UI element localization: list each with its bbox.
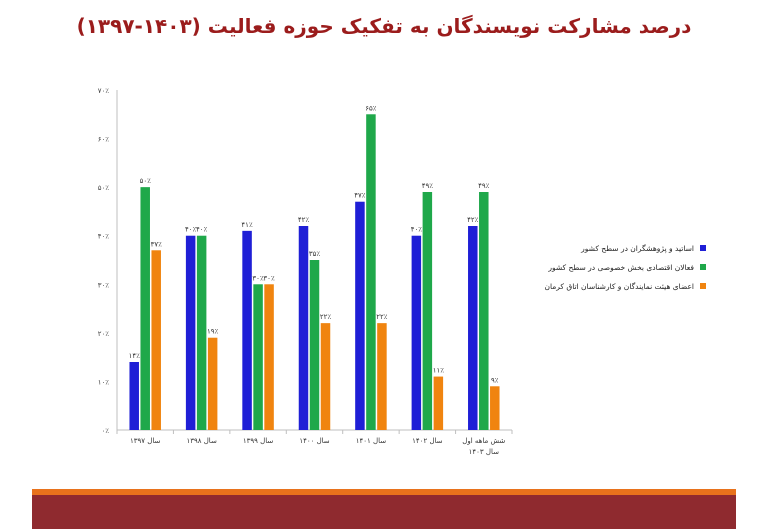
data-label: ۲۲٪ <box>320 313 332 321</box>
bar <box>151 250 161 430</box>
legend-label-chamber-members: اعضای هیئت نمایندگان و کارشناسان اتاق کر… <box>544 282 694 291</box>
x-tick-label: سال ۱۴۰۲ <box>412 437 442 445</box>
bar <box>309 260 320 430</box>
y-tick-label: ۵۰٪ <box>98 184 110 192</box>
bar <box>366 114 376 431</box>
x-tick-label: سال ۱۴۰۳ <box>469 448 499 456</box>
footer-bar <box>32 495 736 529</box>
data-label: ۴۹٪ <box>478 182 490 190</box>
data-label: ۵۰٪ <box>140 177 152 185</box>
bar <box>490 386 500 430</box>
legend-swatch-chamber-members <box>700 283 706 289</box>
footer-accent-bar <box>32 489 736 495</box>
data-label: ۳۵٪ <box>309 250 321 258</box>
bar <box>298 226 309 430</box>
x-tick-label: سال ۱۳۹۹ <box>243 437 273 445</box>
y-tick-label: ۴۰٪ <box>98 233 110 241</box>
data-label: ۳۰٪ <box>263 274 275 282</box>
data-label: ۲۲٪ <box>376 313 388 321</box>
data-label: ۴۷٪ <box>354 192 366 200</box>
legend-item-private-sector: فعالان اقتصادی بخش خصوصی در سطح کشور <box>516 263 706 282</box>
legend-label-researchers: اساتید و پژوهشگران در سطح کشور <box>581 244 694 253</box>
bar <box>129 362 139 430</box>
bar <box>196 235 207 430</box>
data-label: ۱۴٪ <box>129 352 141 360</box>
y-tick-label: ۰٪ <box>101 427 109 435</box>
data-label: ۴۱٪ <box>241 221 253 229</box>
legend-item-chamber-members: اعضای هیئت نمایندگان و کارشناسان اتاق کر… <box>516 282 706 301</box>
x-tick-label: سال ۱۳۹۸ <box>186 437 216 445</box>
data-label: ۴۰٪ <box>411 226 423 234</box>
bar <box>422 192 433 430</box>
legend-swatch-private-sector <box>700 264 706 270</box>
bar <box>242 230 252 430</box>
bar <box>264 284 274 430</box>
chart-legend: اساتید و پژوهشگران در سطح کشور فعالان اق… <box>516 244 706 301</box>
legend-swatch-researchers <box>700 245 706 251</box>
data-label: ۳۰٪ <box>252 274 264 282</box>
data-label: ۴۲٪ <box>298 216 310 224</box>
data-label: ۱۹٪ <box>207 328 219 336</box>
x-tick-label: سال ۱۴۰۰ <box>299 437 329 445</box>
x-tick-label: سال ۱۳۹۷ <box>130 437 160 445</box>
data-label: ۹٪ <box>491 376 499 384</box>
slide-title: درصد مشارکت نویسندگان به تفکیک حوزه فعال… <box>76 14 692 38</box>
bar <box>479 192 489 430</box>
y-tick-label: ۲۰٪ <box>98 330 110 338</box>
x-tick-label: شش ماهه اول <box>462 437 505 445</box>
bar <box>140 187 150 430</box>
data-label: ۴۲٪ <box>467 216 479 224</box>
data-label: ۳۷٪ <box>151 240 163 248</box>
bar <box>468 226 478 430</box>
legend-item-researchers: اساتید و پژوهشگران در سطح کشور <box>516 244 706 263</box>
y-tick-label: ۳۰٪ <box>98 281 110 289</box>
legend-label-private-sector: فعالان اقتصادی بخش خصوصی در سطح کشور <box>548 263 694 272</box>
data-label: ۴۰٪ <box>185 226 197 234</box>
bar <box>185 235 196 430</box>
y-tick-label: ۷۰٪ <box>98 87 110 95</box>
bar <box>207 337 218 430</box>
bar <box>355 201 365 430</box>
bar <box>253 284 263 430</box>
y-tick-label: ۱۰٪ <box>98 378 110 386</box>
x-tick-label: سال ۱۴۰۱ <box>356 437 386 445</box>
data-label: ۶۵٪ <box>365 104 377 112</box>
data-label: ۱۱٪ <box>433 367 445 375</box>
y-tick-label: ۶۰٪ <box>98 136 110 144</box>
bar <box>411 235 422 430</box>
bar <box>433 376 444 430</box>
data-label: ۴۰٪ <box>196 226 208 234</box>
bar <box>377 323 387 430</box>
bar <box>320 323 331 430</box>
data-label: ۴۹٪ <box>422 182 434 190</box>
